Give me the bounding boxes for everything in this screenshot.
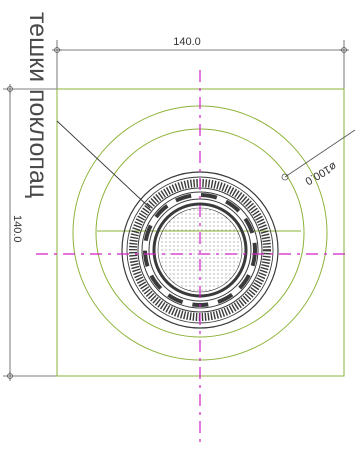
cover-note-label: тешки поклопац — [24, 12, 52, 198]
note-leader-line — [56, 120, 151, 209]
width-dimension-text: 140.0 — [173, 36, 201, 48]
height-dimension-text: 140.0 — [11, 215, 23, 243]
top-dimension: 140.0 — [52, 36, 349, 90]
left-dimension: 140.0 — [3, 84, 57, 381]
diameter-dimension-text: ø100.0 — [303, 159, 339, 187]
